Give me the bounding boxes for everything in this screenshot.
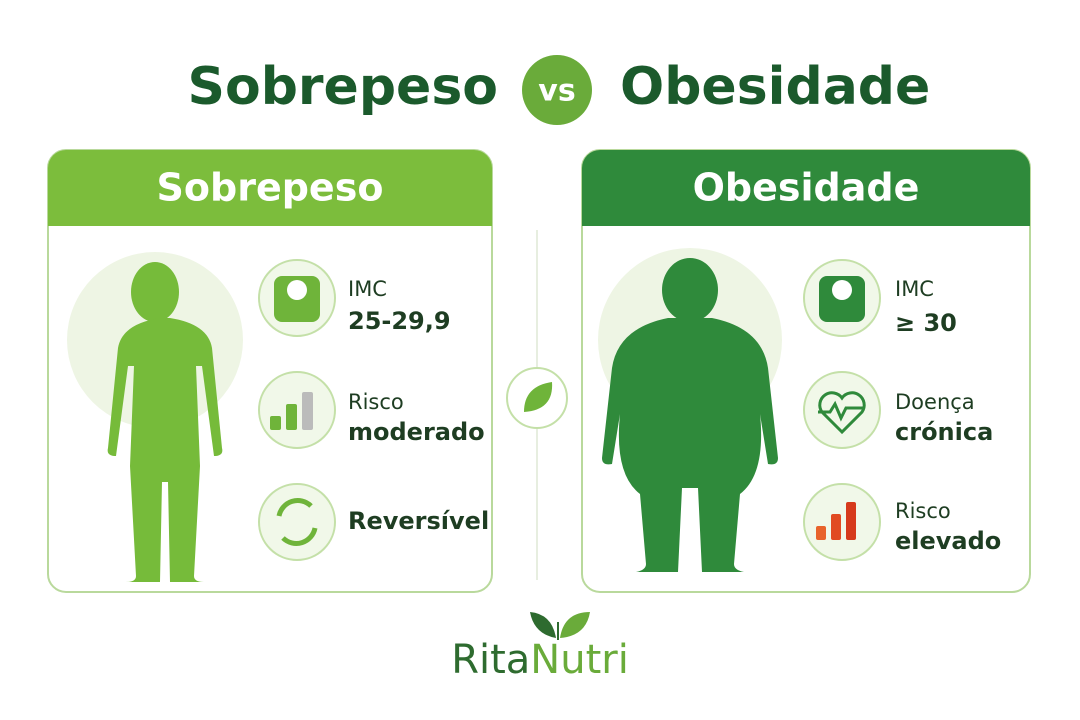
item-label: IMC [348,277,387,301]
icon-scale [258,259,336,337]
panel-title: Sobrepeso [157,166,384,210]
vs-text: vs [538,74,575,109]
panel-title: Obesidade [693,166,920,210]
item-value: ≥ 30 [895,309,957,337]
icon-scale [803,259,881,337]
logo: RitaNutri [451,612,629,683]
item-value: Reversível [348,507,489,535]
item-value: elevado [895,527,1001,555]
panel-header [48,150,492,226]
silhouette [602,258,778,572]
title-left: Sobrepeso [188,57,498,117]
panel-left: Sobrepeso IMC 25-29,9 Risco moderado Rev… [47,149,493,593]
item-label: IMC [895,277,934,301]
item-value: 25-29,9 [348,307,451,335]
item-label: Doença [895,390,975,414]
leaf-icon [524,382,553,412]
logo-text: RitaNutri [451,637,629,683]
item-label: Risco [895,499,951,523]
silhouette [107,262,223,582]
panel-right: Obesidade IMC ≥ 30 Doença crónica Risco … [581,149,1031,593]
panel-header [582,150,1030,226]
icon-heart [803,371,881,449]
icon-bars [258,371,336,449]
item-label: Risco [348,390,404,414]
logo-second: Nutri [530,637,629,683]
vs-badge [522,55,592,125]
icon-cycle [258,483,336,561]
item-value: crónica [895,418,993,446]
logo-first: Rita [451,637,530,683]
item-value: moderado [348,418,485,446]
icon-bars [803,483,881,561]
title-right: Obesidade [620,57,930,117]
